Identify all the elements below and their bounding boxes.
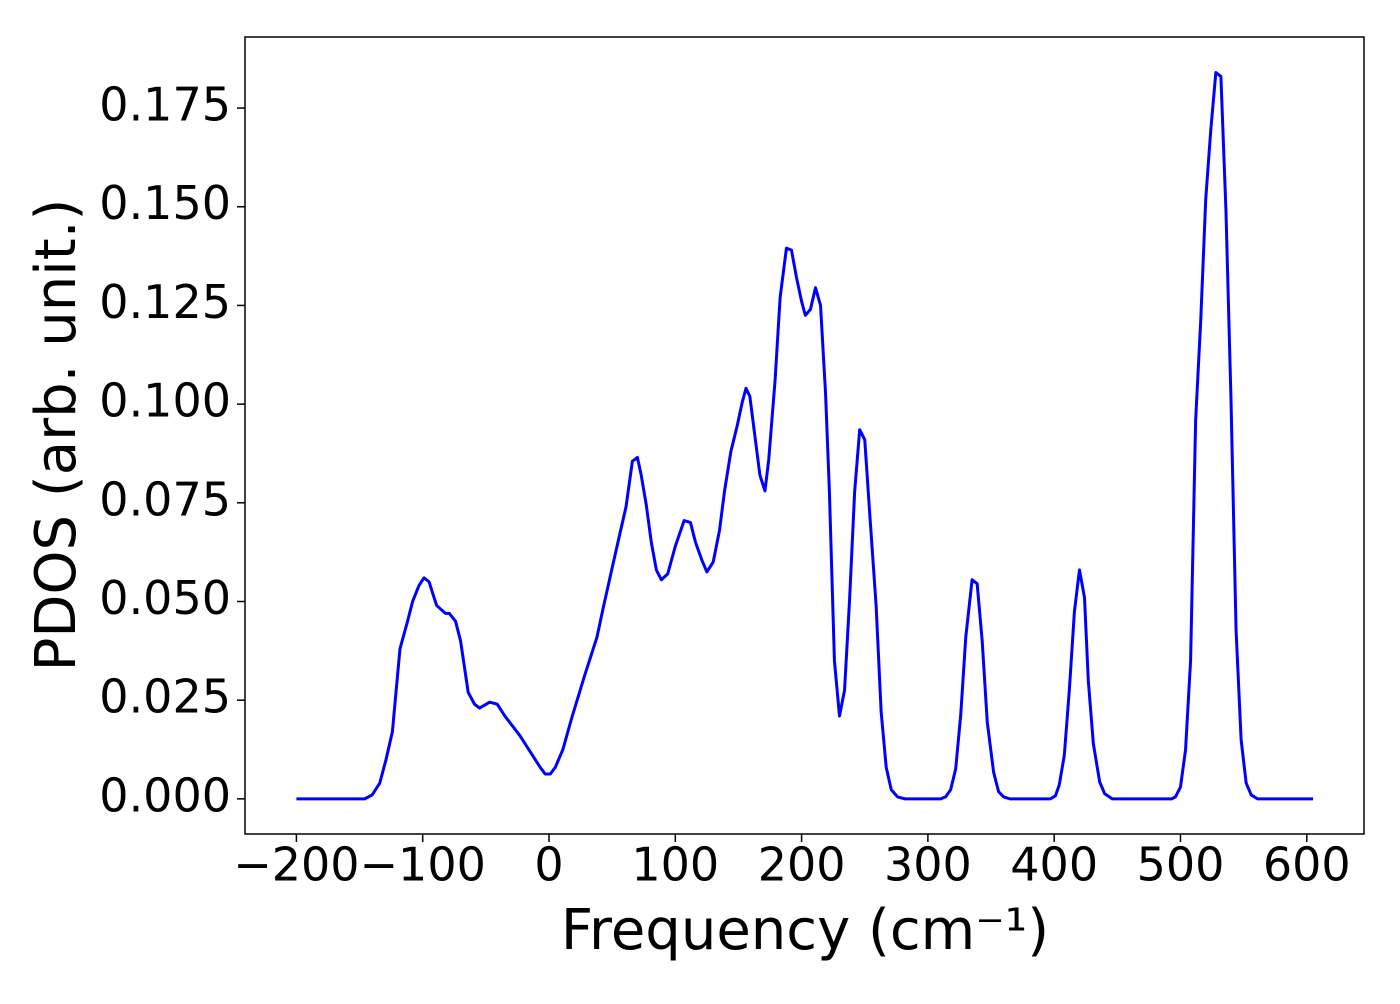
x-tick-label: 600 (1263, 838, 1351, 892)
y-tick-label: 0.000 (99, 768, 231, 822)
x-axis-label: Frequency (cm⁻¹) (561, 898, 1049, 963)
x-tick-label: 0 (534, 838, 563, 892)
x-tick-label: 100 (631, 838, 719, 892)
data-line (296, 71, 1314, 801)
y-tick-label: 0.075 (99, 472, 231, 526)
x-tick-label: 500 (1137, 838, 1225, 892)
x-tick-label: −100 (360, 838, 486, 892)
x-tick-label: 200 (758, 838, 846, 892)
y-tick-label: 0.100 (99, 374, 231, 428)
x-tick-label: 400 (1010, 838, 1098, 892)
y-tick-label: 0.150 (99, 176, 231, 230)
x-tick-label: 300 (884, 838, 972, 892)
y-tick-label: 0.125 (99, 275, 231, 329)
y-tick-label: 0.050 (99, 571, 231, 625)
plot-frame (244, 36, 1365, 835)
y-tick-label: 0.175 (99, 78, 231, 132)
y-axis-label: PDOS (arb. unit.) (24, 199, 89, 672)
y-tick-label: 0.025 (99, 670, 231, 724)
x-tick-label: −200 (233, 838, 359, 892)
